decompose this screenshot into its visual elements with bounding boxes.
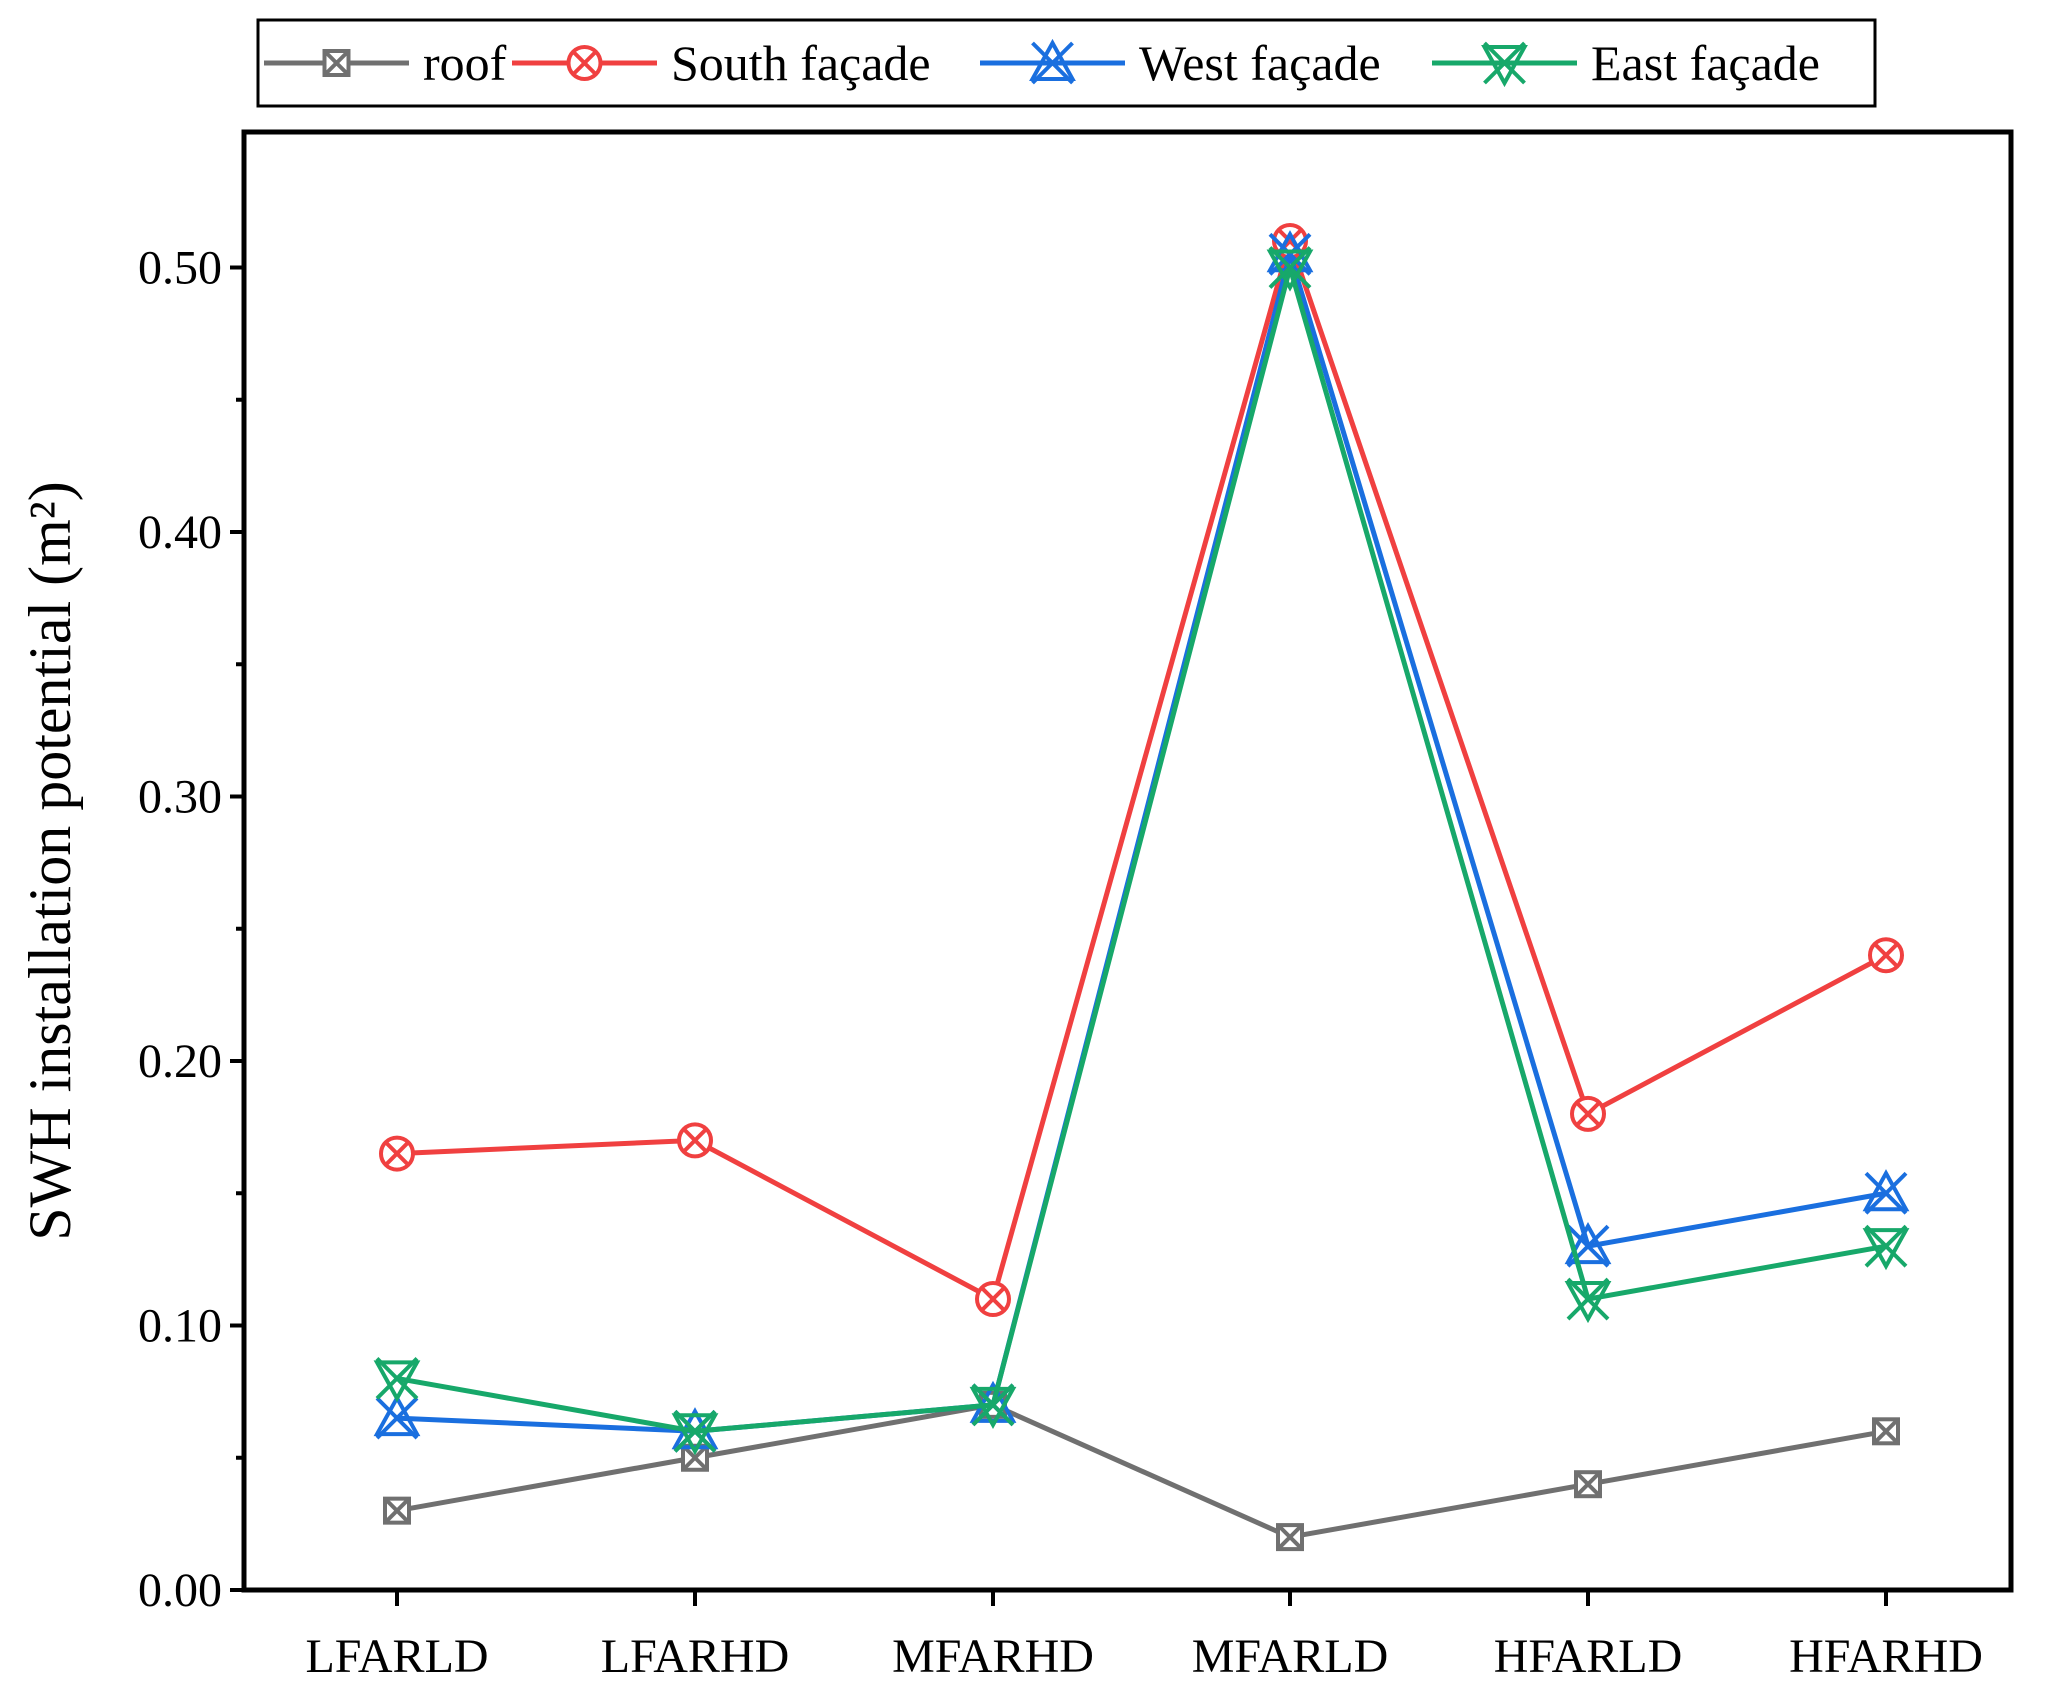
x-tick-label: HFARHD: [1789, 1630, 1983, 1683]
data-point-east-fa-ade: [671, 1409, 719, 1456]
y-tick-label: 0.50: [138, 242, 222, 295]
y-tick-label: 0.30: [138, 771, 222, 824]
legend-item-west-fa-ade: West façade: [980, 35, 1381, 91]
legend-item-south-fa-ade: South façade: [512, 35, 931, 91]
y-tick-label: 0.20: [138, 1035, 222, 1088]
legend-label: West façade: [1139, 35, 1381, 91]
series-line-south-fa-ade: [396, 238, 1888, 1302]
data-point-south-fa-ade: [975, 1281, 1011, 1318]
y-tick-label: 0.00: [138, 1564, 222, 1617]
legend-label: South façade: [671, 35, 931, 91]
x-axis: LFARLD LFARHD MFARHD MFARLD HFARLD HFARHD: [305, 1590, 1983, 1683]
series-south-fa-ade: [379, 223, 1904, 1318]
data-point-south-fa-ade: [677, 1122, 713, 1159]
y-axis-title: SWH installation potential (m²): [17, 481, 83, 1241]
y-tick-label: 0.40: [138, 506, 222, 559]
x-tick-label: HFARLD: [1494, 1630, 1682, 1683]
legend-item-east-fa-ade: East façade: [1432, 35, 1820, 91]
x-tick-label: LFARHD: [601, 1630, 789, 1683]
series-line-roof: [396, 1402, 1887, 1540]
x-tick-label: MFARHD: [892, 1630, 1094, 1683]
data-point-west-fa-ade: [373, 1393, 421, 1440]
data-point-east-fa-ade: [1862, 1224, 1910, 1271]
y-axis: 0.00 0.10 0.20 0.30 0.40 0.50: [138, 242, 244, 1617]
x-tick-label: LFARLD: [305, 1630, 488, 1683]
legend-marker: [1481, 41, 1528, 88]
legend-marker: [322, 49, 351, 77]
series-layer: [373, 223, 1910, 1552]
series-line-east-fa-ade: [396, 265, 1887, 1434]
legend-marker: [1029, 38, 1076, 85]
data-point-roof: [383, 1496, 411, 1525]
data-point-east-fa-ade: [1266, 246, 1314, 292]
legend-label: East façade: [1591, 35, 1820, 91]
data-point-roof: [1872, 1417, 1900, 1446]
data-point-east-fa-ade: [969, 1383, 1017, 1429]
data-point-south-fa-ade: [1868, 937, 1904, 974]
data-point-roof: [1574, 1470, 1602, 1499]
legend-label: roof: [423, 35, 507, 91]
data-point-west-fa-ade: [1862, 1169, 1910, 1215]
y-tick-label: 0.10: [138, 1300, 222, 1353]
legend-marker: [566, 45, 603, 81]
data-point-south-fa-ade: [379, 1135, 415, 1172]
data-point-east-fa-ade: [373, 1356, 421, 1403]
data-point-roof: [1276, 1523, 1304, 1552]
legend-item-roof: roof: [264, 35, 507, 91]
data-point-east-fa-ade: [1564, 1277, 1612, 1324]
series-east-fa-ade: [373, 246, 1910, 1456]
data-point-south-fa-ade: [1570, 1095, 1606, 1132]
plot-frame: [241, 129, 2014, 1593]
legend: roof South façade West façade East façade: [256, 18, 1877, 108]
x-tick-label: MFARLD: [1192, 1630, 1388, 1683]
